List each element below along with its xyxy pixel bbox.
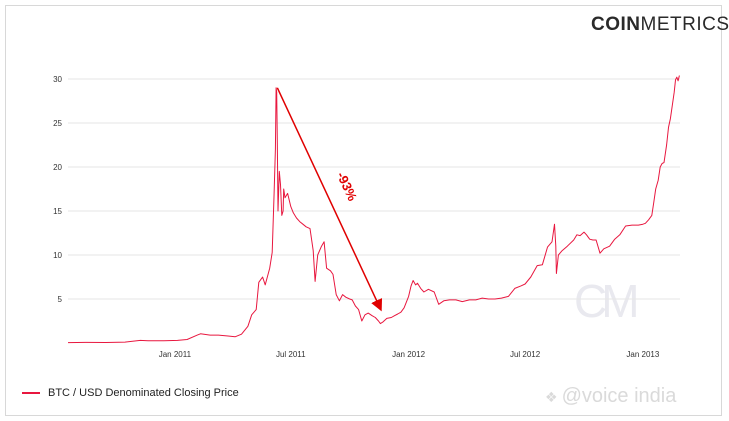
drawdown-arrow: [276, 87, 383, 312]
chart-legend: BTC / USD Denominated Closing Price: [22, 387, 239, 399]
x-tick-label: Jan 2011: [159, 350, 192, 359]
y-tick-label: 10: [53, 251, 62, 260]
coinmetrics-logo: COINMETRICS: [591, 14, 729, 35]
y-tick-label: 5: [58, 295, 63, 304]
diamond-logo-icon: ❖: [545, 389, 558, 405]
y-tick-label: 30: [53, 75, 62, 84]
x-tick-label: Jan 2013: [626, 350, 659, 359]
legend-label: BTC / USD Denominated Closing Price: [48, 387, 239, 399]
drawdown-percent-label: -93%: [334, 169, 361, 203]
legend-swatch: [22, 392, 40, 394]
price-series-line: [67, 75, 680, 344]
voice-india-watermark: ❖ @voice india: [545, 385, 677, 407]
cm-watermark: CM: [574, 275, 640, 327]
x-tick-label: Jan 2012: [392, 350, 425, 359]
x-tick-label: Jul 2012: [510, 350, 541, 359]
y-tick-label: 25: [53, 119, 62, 128]
x-tick-label: Jul 2011: [276, 350, 306, 359]
y-tick-label: 20: [53, 163, 62, 172]
y-tick-label: 15: [53, 207, 62, 216]
